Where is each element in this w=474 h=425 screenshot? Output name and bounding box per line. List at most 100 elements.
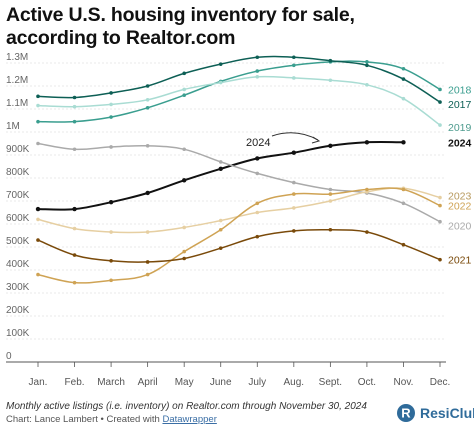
x-tick-label: Sept.: [319, 377, 342, 388]
data-point-2019: [328, 78, 333, 83]
data-point-2022: [218, 227, 223, 232]
resiclub-logo-icon: R: [397, 404, 415, 422]
data-point-2022: [109, 278, 113, 283]
data-point-2022: [72, 280, 77, 285]
y-tick-label: 200K: [6, 305, 30, 316]
data-point-2021: [218, 246, 223, 250]
y-tick-label: 900K: [6, 144, 30, 155]
series-label-2023: 2023: [448, 191, 472, 203]
data-point-2022: [328, 192, 333, 196]
x-tick-label: May: [175, 377, 194, 388]
data-point-2021: [255, 234, 260, 239]
data-point-2019: [365, 83, 369, 87]
data-point-2019: [36, 103, 40, 108]
data-point-2023: [218, 218, 223, 223]
x-tick-label: June: [210, 377, 232, 388]
data-point-2022: [36, 272, 40, 277]
y-tick-label: 1M: [6, 121, 20, 132]
data-point-2018: [109, 115, 113, 119]
datawrapper-link[interactable]: Datawrapper: [162, 414, 217, 425]
data-point-2019: [292, 76, 296, 80]
data-point-2021: [328, 227, 333, 232]
data-point-2017: [292, 55, 296, 60]
x-tick-label: Oct.: [358, 377, 376, 388]
data-point-2023: [72, 226, 77, 231]
series-label-2020: 2020: [448, 221, 472, 233]
data-point-2019: [401, 96, 406, 101]
series-line-2024: [37, 141, 404, 211]
data-point-2019: [109, 102, 113, 107]
data-point-2017: [109, 91, 113, 95]
data-point-2024: [255, 156, 260, 161]
x-tick-label: Nov.: [394, 377, 414, 388]
data-point-2023: [182, 225, 186, 230]
annotation: 2024: [246, 132, 321, 149]
data-point-2020: [218, 160, 223, 164]
data-point-2017: [72, 95, 77, 100]
x-tick-label: Jan.: [29, 377, 48, 388]
y-tick-label: 1.1M: [6, 98, 28, 109]
annotation-arrowhead: [311, 136, 321, 144]
resiclub-brand: R ResiClub: [395, 403, 474, 423]
y-tick-label: 0: [6, 351, 12, 362]
data-point-2023: [328, 199, 333, 203]
data-point-2019: [145, 98, 150, 102]
data-point-2021: [401, 242, 406, 247]
data-point-2023: [438, 195, 442, 200]
series-line-2018: [37, 60, 441, 123]
brand-name: ResiClub: [420, 405, 474, 421]
y-axis-tick-labels: 0 100K 200K 300K 400K 500K 600K 700K 800K 900K 1M 1…: [6, 52, 30, 362]
series-label-2021: 2021: [448, 255, 472, 267]
data-point-2021: [292, 229, 296, 233]
data-point-2019: [72, 104, 77, 109]
data-point-2018: [72, 119, 77, 124]
annotation-arrow: [271, 132, 319, 141]
series-label-2018: 2018: [448, 84, 472, 96]
series-lines: [35, 55, 442, 285]
data-point-2021: [36, 238, 40, 242]
x-tick-label: March: [97, 377, 125, 388]
x-axis-tick-labels: Jan. Feb. March April May June July Aug. Sept. Oc…: [29, 362, 451, 388]
data-point-2024: [364, 140, 370, 145]
data-point-2020: [292, 180, 296, 185]
x-tick-label: July: [248, 377, 266, 388]
data-point-2024: [145, 190, 150, 196]
data-point-2020: [401, 201, 406, 206]
series-line-2023: [37, 187, 441, 234]
data-point-2018: [36, 119, 40, 124]
data-point-2017: [218, 62, 223, 66]
data-point-2023: [109, 230, 113, 234]
data-point-2018: [182, 93, 186, 97]
series-line-2017: [37, 55, 441, 103]
data-point-2022: [182, 249, 186, 254]
data-point-2023: [145, 230, 150, 234]
y-tick-label: 500K: [6, 236, 30, 247]
data-point-2021: [182, 256, 186, 261]
data-point-2017: [255, 55, 260, 60]
data-point-2020: [145, 144, 150, 148]
data-point-2019: [218, 80, 223, 85]
data-point-2018: [401, 66, 406, 71]
data-point-2017: [182, 71, 186, 76]
chart-title: Active U.S. housing inventory for sale, …: [6, 4, 355, 49]
line-chart: 0 100K 200K 300K 400K 500K 600K 700K 800K 900K 1M 1…: [6, 52, 472, 388]
data-point-2018: [145, 106, 150, 110]
data-point-2024: [218, 166, 223, 171]
series-line-2022: [37, 187, 441, 284]
data-point-2017: [145, 84, 150, 88]
annotation-2024-text: 2024: [246, 137, 270, 149]
y-tick-label: 1.2M: [6, 75, 28, 86]
x-tick-label: Feb.: [65, 377, 85, 388]
data-point-2020: [109, 145, 113, 149]
credit-text: Chart: Lance Lambert • Created with: [6, 414, 163, 425]
y-tick-label: 300K: [6, 282, 30, 293]
series-line-2019: [37, 75, 441, 126]
data-point-2021: [438, 257, 442, 262]
y-tick-label: 800K: [6, 167, 30, 178]
footer-credit: Chart: Lance Lambert • Created with Data…: [6, 414, 217, 425]
series-label-2019: 2019: [448, 122, 472, 134]
data-point-2017: [438, 100, 442, 104]
data-point-2020: [182, 147, 186, 152]
x-tick-label: Dec.: [430, 377, 451, 388]
data-point-2024: [401, 140, 406, 145]
